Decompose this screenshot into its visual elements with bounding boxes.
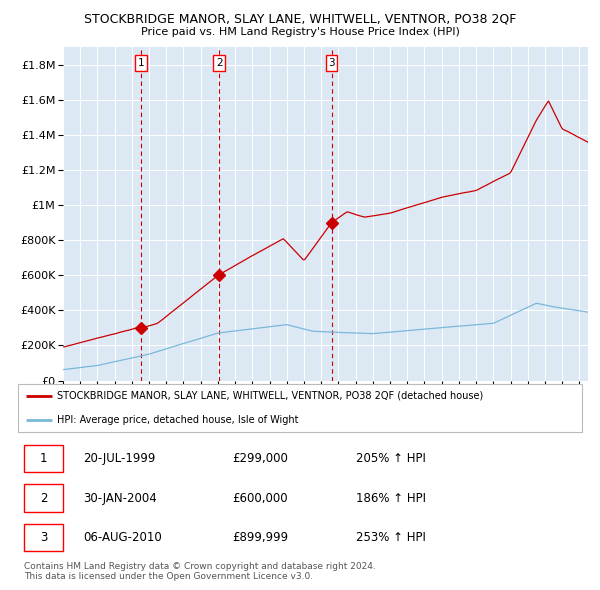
Text: 3: 3: [40, 531, 47, 544]
Text: 20-JUL-1999: 20-JUL-1999: [83, 452, 155, 465]
Text: 1: 1: [40, 452, 47, 465]
FancyBboxPatch shape: [23, 524, 63, 551]
Text: Contains HM Land Registry data © Crown copyright and database right 2024.
This d: Contains HM Land Registry data © Crown c…: [24, 562, 376, 581]
FancyBboxPatch shape: [23, 445, 63, 472]
Text: STOCKBRIDGE MANOR, SLAY LANE, WHITWELL, VENTNOR, PO38 2QF (detached house): STOCKBRIDGE MANOR, SLAY LANE, WHITWELL, …: [58, 391, 484, 401]
Text: 1: 1: [138, 58, 145, 68]
Text: Price paid vs. HM Land Registry's House Price Index (HPI): Price paid vs. HM Land Registry's House …: [140, 27, 460, 37]
Text: 205% ↑ HPI: 205% ↑ HPI: [356, 452, 426, 465]
Text: 2: 2: [216, 58, 223, 68]
Text: £600,000: £600,000: [232, 491, 288, 504]
Text: 06-AUG-2010: 06-AUG-2010: [83, 531, 161, 544]
Text: 3: 3: [328, 58, 335, 68]
Text: 2: 2: [40, 491, 47, 504]
FancyBboxPatch shape: [23, 484, 63, 512]
Text: 30-JAN-2004: 30-JAN-2004: [83, 491, 157, 504]
Text: £899,999: £899,999: [232, 531, 289, 544]
FancyBboxPatch shape: [18, 384, 582, 432]
Text: 186% ↑ HPI: 186% ↑ HPI: [356, 491, 427, 504]
Text: £299,000: £299,000: [232, 452, 288, 465]
Text: 253% ↑ HPI: 253% ↑ HPI: [356, 531, 426, 544]
Text: HPI: Average price, detached house, Isle of Wight: HPI: Average price, detached house, Isle…: [58, 415, 299, 425]
Text: STOCKBRIDGE MANOR, SLAY LANE, WHITWELL, VENTNOR, PO38 2QF: STOCKBRIDGE MANOR, SLAY LANE, WHITWELL, …: [84, 13, 516, 26]
